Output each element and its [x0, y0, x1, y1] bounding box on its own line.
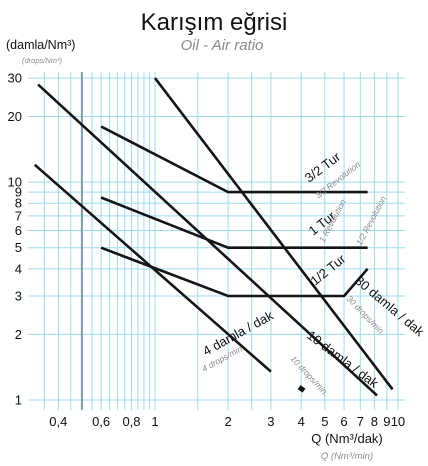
y-axis-sublabel: (drops/Nm³) — [22, 56, 63, 65]
x-tick-label-0-4: 0,4 — [49, 414, 67, 429]
y-tick-label-7: 7 — [15, 208, 22, 223]
x-tick-label-9: 9 — [383, 414, 390, 429]
y-tick-label-10: 10 — [8, 175, 22, 190]
x-tick-label-4: 4 — [298, 414, 305, 429]
x-tick-label-10: 10 — [391, 414, 405, 429]
x-tick-label-7: 7 — [357, 414, 364, 429]
y-tick-label-4: 4 — [15, 261, 22, 276]
x-tick-label-0-8: 0,8 — [122, 414, 140, 429]
x-tick-label-5: 5 — [321, 414, 328, 429]
x-tick-label-1: 1 — [151, 414, 158, 429]
y-tick-label-2: 2 — [15, 327, 22, 342]
chart-title: Karışım eğrisi — [141, 9, 288, 36]
series-sublabel-1-2-revolution: 1/2 Revolution — [354, 194, 388, 247]
y-tick-label-30: 30 — [8, 71, 22, 86]
series-line-1-revolution — [100, 196, 368, 249]
ratio-curves — [33, 77, 394, 397]
x-tick-label-0-6: 0,6 — [92, 414, 110, 429]
series-label-1-2-revolution: 1/2 Tur — [307, 251, 348, 289]
x-axis-sublabel: Q (Nm³/min) — [321, 451, 373, 462]
series-line-1-2-revolution — [100, 246, 369, 298]
x-tick-label-6: 6 — [340, 414, 347, 429]
x-tick-label-8: 8 — [371, 414, 378, 429]
x-axis-label: Q (Nm³/dak) — [311, 431, 383, 446]
marker-dot — [297, 385, 306, 393]
y-tick-label-9: 9 — [15, 185, 22, 200]
y-tick-label-6: 6 — [15, 223, 22, 238]
series-line-30-drops-min — [153, 77, 394, 391]
x-tick-label-2: 2 — [225, 414, 232, 429]
x-tick-label-3: 3 — [267, 414, 274, 429]
y-tick-label-3: 3 — [15, 289, 22, 304]
y-tick-label-20: 20 — [8, 109, 22, 124]
y-tick-label-5: 5 — [15, 240, 22, 255]
y-tick-label-8: 8 — [15, 196, 22, 211]
y-tick-label-1: 1 — [15, 393, 22, 408]
chart-subtitle: Oil - Air ratio — [181, 37, 264, 54]
series-line-3-2-revolution — [100, 125, 368, 194]
y-axis-label: (damla/Nm³) — [6, 38, 75, 52]
